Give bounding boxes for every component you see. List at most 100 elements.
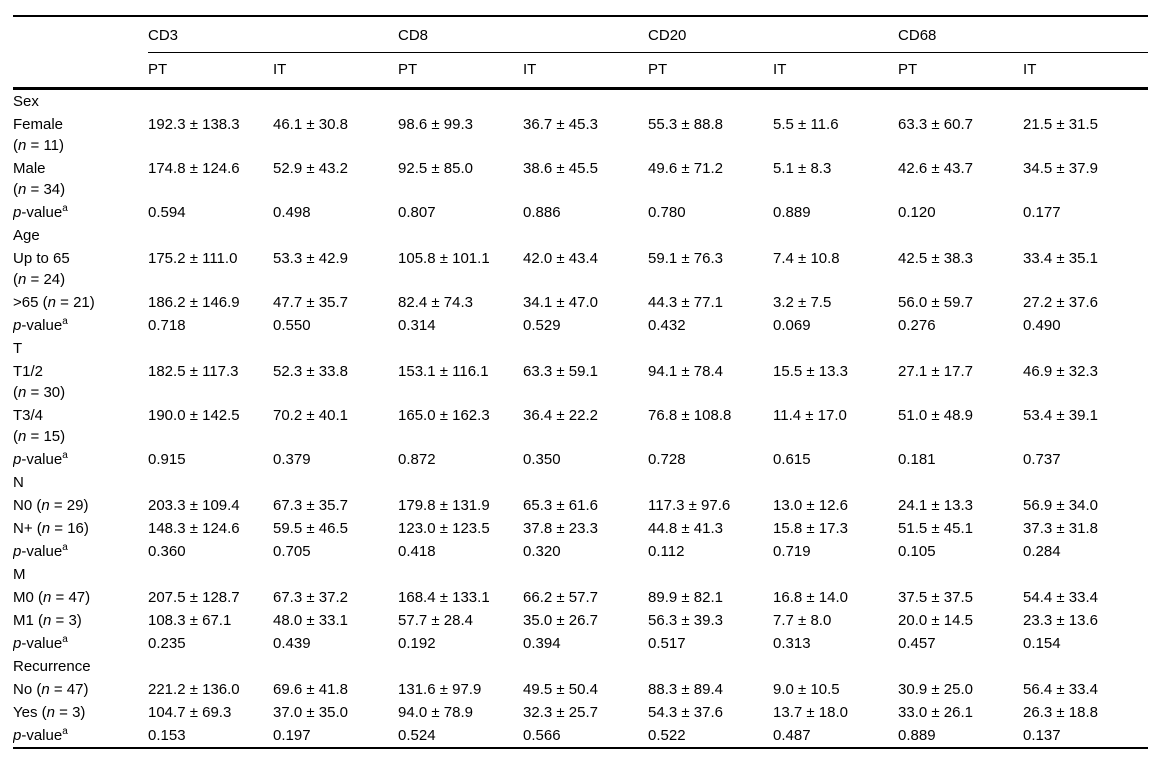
value-cell: 37.5 ± 37.5 xyxy=(898,589,974,606)
value-cell: 49.5 ± 50.4 xyxy=(523,681,598,698)
value-cell: 63.3 ± 60.7 xyxy=(898,116,974,133)
p-italic: p xyxy=(13,635,22,652)
value-cell: 56.9 ± 34.0 xyxy=(1023,497,1099,514)
value-cell: 0.439 xyxy=(273,635,311,652)
value-cell: 0.177 xyxy=(1023,204,1061,221)
n-count: (n = 15) xyxy=(13,428,66,445)
value-cell: 46.1 ± 30.8 xyxy=(273,116,348,133)
value-cell: 0.069 xyxy=(773,317,811,334)
row-label-text: N+ xyxy=(13,520,33,537)
value-cell: 33.0 ± 26.1 xyxy=(898,704,974,721)
p-italic: p xyxy=(13,204,22,221)
value-cell: 0.197 xyxy=(273,727,311,744)
value-cell: 0.457 xyxy=(898,635,936,652)
value-cell: 0.705 xyxy=(273,543,311,560)
value-cell: 36.7 ± 45.3 xyxy=(523,116,598,133)
value-cell: 0.889 xyxy=(898,727,936,744)
n-italic: n xyxy=(47,294,56,311)
row-label-text: No xyxy=(13,681,33,698)
pvalue-row: p-valuea 0.594 0.498 0.807 0.886 0.780 0.889 0.… xyxy=(13,201,1148,224)
row-label-text: T3/4 xyxy=(13,407,44,424)
row-label-text: Up to 65 xyxy=(13,250,70,267)
value-cell: 0.105 xyxy=(898,543,936,560)
corner-cell xyxy=(13,16,148,53)
data-row: N0 (n = 29) 203.3 ± 109.4 67.3 ± 35.7 179.8… xyxy=(13,494,1148,517)
pvalue-row: p-valuea 0.360 0.705 0.418 0.320 0.112 0.719 0.… xyxy=(13,540,1148,563)
value-cell: 21.5 ± 31.5 xyxy=(1023,116,1099,133)
row-label-cell: M0 (n = 47) xyxy=(13,586,148,609)
value-cell: 192.3 ± 138.3 xyxy=(148,116,240,133)
value-cell: 0.719 xyxy=(773,543,811,560)
value-cell: 0.529 xyxy=(523,317,561,334)
value-cell: 52.3 ± 33.8 xyxy=(273,363,348,380)
pvalue-label-cell: p-valuea xyxy=(13,316,68,335)
table-body: Sex Female (n = 11) 192.3 ± 138.3 46.1 ± 30.… xyxy=(13,89,1148,749)
subcolumn-header-cd8-pt: PT xyxy=(398,52,524,90)
value-cell: 0.615 xyxy=(773,451,811,468)
p-italic: p xyxy=(13,317,22,334)
value-cell: 0.313 xyxy=(773,635,811,652)
value-cell: 0.550 xyxy=(273,317,311,334)
row-label-cell: >65 (n = 21) xyxy=(13,291,148,314)
value-cell: 76.8 ± 108.8 xyxy=(648,407,732,424)
section-row: N xyxy=(13,471,1148,494)
row-label-text: >65 xyxy=(13,294,39,311)
row-label-cell: Up to 65 (n = 24) xyxy=(13,247,148,291)
value-cell: 0.889 xyxy=(773,204,811,221)
row-label-cell: Male (n = 34) xyxy=(13,157,148,201)
pvalue-row: p-valuea 0.235 0.439 0.192 0.394 0.517 0.313 0.… xyxy=(13,632,1148,655)
value-cell: 0.517 xyxy=(648,635,686,652)
value-cell: 67.3 ± 37.2 xyxy=(273,589,348,606)
value-cell: 0.566 xyxy=(523,727,561,744)
footnote-marker: a xyxy=(62,542,68,553)
subcolumn-header-cd68-pt: PT xyxy=(898,52,1024,90)
value-cell: 221.2 ± 136.0 xyxy=(148,681,240,698)
row-label-cell: Yes (n = 3) xyxy=(13,701,148,724)
data-row: M1 (n = 3) 108.3 ± 67.1 48.0 ± 33.1 57.7 ± … xyxy=(13,609,1148,632)
group-header-cd68: CD68 xyxy=(898,16,1149,53)
n-count: (n = 21) xyxy=(42,294,95,311)
value-cell: 0.120 xyxy=(898,204,936,221)
row-label-cell: No (n = 47) xyxy=(13,678,148,701)
value-cell: 59.1 ± 76.3 xyxy=(648,250,723,267)
value-cell: 5.1 ± 8.3 xyxy=(773,160,832,177)
value-cell: 15.8 ± 17.3 xyxy=(773,520,848,537)
row-label-cell: M1 (n = 3) xyxy=(13,609,148,632)
pvalue-label-cell: p-valuea xyxy=(13,634,68,653)
pvalue-row: p-valuea 0.915 0.379 0.872 0.350 0.728 0.615 0.… xyxy=(13,448,1148,471)
footnote-marker: a xyxy=(62,726,68,737)
pvalue-label-cell: p-valuea xyxy=(13,726,68,745)
value-cell: 51.5 ± 45.1 xyxy=(898,520,974,537)
value-cell: 0.320 xyxy=(523,543,561,560)
value-cell: 24.1 ± 13.3 xyxy=(898,497,974,514)
value-cell: 34.1 ± 47.0 xyxy=(523,294,598,311)
data-row: Up to 65 (n = 24) 175.2 ± 111.0 53.3 ± 42.9… xyxy=(13,247,1148,291)
data-row: T1/2 (n = 30) 182.5 ± 117.3 52.3 ± 33.8 153.… xyxy=(13,360,1148,404)
data-row: No (n = 47) 221.2 ± 136.0 69.6 ± 41.8 131.6… xyxy=(13,678,1148,701)
value-cell: 175.2 ± 111.0 xyxy=(148,250,238,267)
value-cell: 174.8 ± 124.6 xyxy=(148,160,240,177)
row-label-text: Male xyxy=(13,160,46,177)
section-label: M xyxy=(13,566,26,583)
value-cell: 42.6 ± 43.7 xyxy=(898,160,974,177)
data-row: Yes (n = 3) 104.7 ± 69.3 37.0 ± 35.0 94.0 ±… xyxy=(13,701,1148,724)
pvalue-row: p-valuea 0.718 0.550 0.314 0.529 0.432 0.069 0.… xyxy=(13,314,1148,337)
value-cell: 0.718 xyxy=(148,317,186,334)
subcolumn-header-row: PT IT PT IT PT IT PT IT xyxy=(13,52,1149,90)
n-count: (n = 29) xyxy=(36,497,89,514)
value-cell: 131.6 ± 97.9 xyxy=(398,681,482,698)
value-cell: 35.0 ± 26.7 xyxy=(523,612,598,629)
pvalue-label-cell: p-valuea xyxy=(13,450,68,469)
value-cell: 57.7 ± 28.4 xyxy=(398,612,473,629)
row-label-text: M1 xyxy=(13,612,34,629)
section-row: T xyxy=(13,337,1148,360)
footnote-marker: a xyxy=(62,316,68,327)
section-row: Recurrence xyxy=(13,655,1148,678)
section-label: Recurrence xyxy=(13,658,91,675)
value-cell: 0.432 xyxy=(648,317,686,334)
value-cell: 0.807 xyxy=(398,204,436,221)
row-label-text: Female xyxy=(13,116,64,133)
value-cell: 56.0 ± 59.7 xyxy=(898,294,974,311)
value-cell: 186.2 ± 146.9 xyxy=(148,294,240,311)
